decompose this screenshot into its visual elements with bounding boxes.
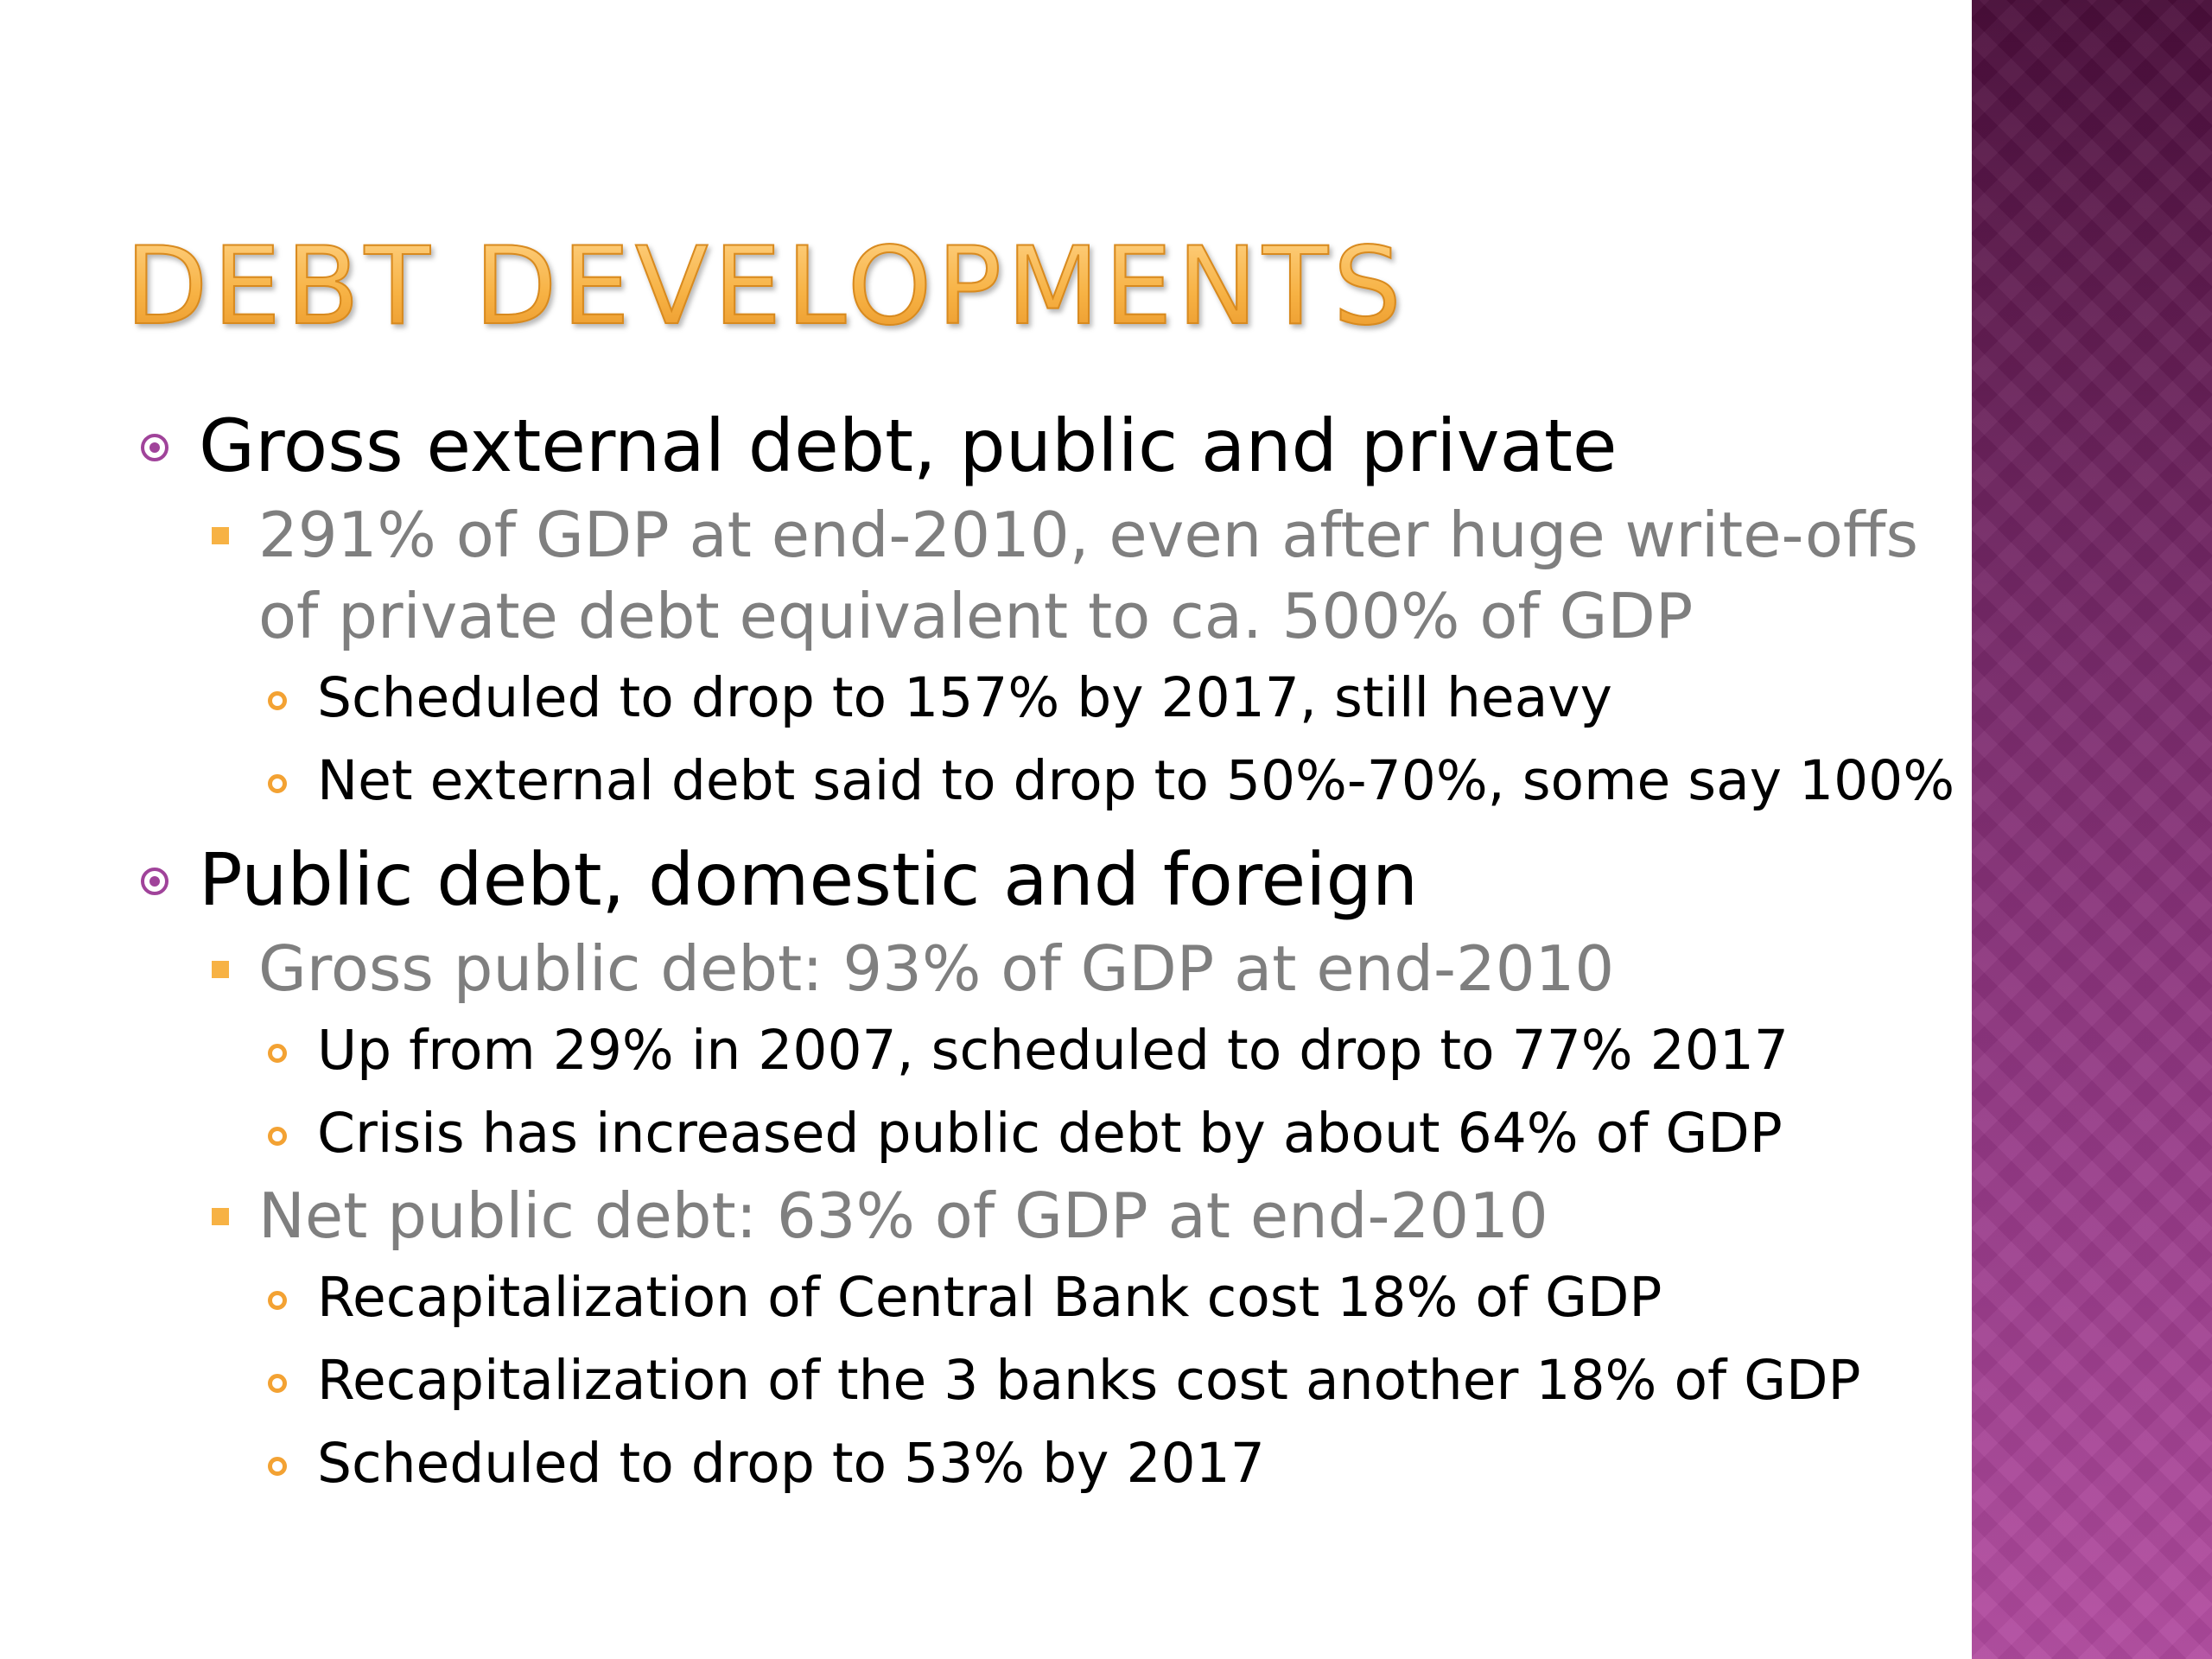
sub-bullet-text: Gross public debt: 93% of GDP at end-201… <box>258 932 1615 1005</box>
sub-sub-bullet-text: Net external debt said to drop to 50%-70… <box>317 749 1955 812</box>
sub-sub-bullet-text: Recapitalization of the 3 banks cost ano… <box>317 1349 1861 1412</box>
sub-sub-bullet: Net external debt said to drop to 50%-70… <box>134 740 1957 823</box>
ring-bullet-icon <box>268 691 287 710</box>
bullet-gross-external-debt: Gross external debt, public and private <box>134 397 1957 494</box>
decorative-side-band <box>1972 0 2212 1659</box>
square-bullet-icon <box>212 1208 229 1225</box>
sub-sub-bullet-text: Crisis has increased public debt by abou… <box>317 1102 1783 1165</box>
sub-sub-bullet: Recapitalization of the 3 banks cost ano… <box>134 1339 1957 1422</box>
circle-dot-bullet-icon <box>141 868 168 895</box>
ring-bullet-icon <box>268 1291 287 1310</box>
ring-bullet-icon <box>268 1044 287 1063</box>
sub-bullet-text: Net public debt: 63% of GDP at end-2010 <box>258 1179 1548 1252</box>
sub-bullet-gross-public-debt: Gross public debt: 93% of GDP at end-201… <box>134 928 1957 1009</box>
sub-sub-bullet: Recapitalization of Central Bank cost 18… <box>134 1256 1957 1339</box>
sub-sub-bullet-text: Recapitalization of Central Bank cost 18… <box>317 1266 1662 1329</box>
sub-bullet-external-debt-level: 291% of GDP at end-2010, even after huge… <box>134 494 1978 657</box>
square-bullet-icon <box>212 961 229 978</box>
slide-title: Debt Developments <box>124 223 1407 352</box>
ring-bullet-icon <box>268 774 287 793</box>
sub-sub-bullet-text: Scheduled to drop to 157% by 2017, still… <box>317 666 1612 729</box>
sub-bullet-text: 291% of GDP at end-2010, even after huge… <box>258 499 1919 652</box>
ring-bullet-icon <box>268 1127 287 1146</box>
slide-body: Gross external debt, public and private … <box>134 397 1957 1505</box>
sub-sub-bullet: Crisis has increased public debt by abou… <box>134 1092 1957 1175</box>
sub-sub-bullet: Scheduled to drop to 157% by 2017, still… <box>134 657 1957 740</box>
circle-dot-bullet-icon <box>141 434 168 461</box>
sub-sub-bullet-text: Scheduled to drop to 53% by 2017 <box>317 1432 1265 1495</box>
bullet-text: Gross external debt, public and private <box>199 404 1618 488</box>
sub-sub-bullet-text: Up from 29% in 2007, scheduled to drop t… <box>317 1019 1789 1082</box>
bullet-text: Public debt, domestic and foreign <box>199 837 1419 922</box>
ring-bullet-icon <box>268 1457 287 1476</box>
bullet-public-debt: Public debt, domestic and foreign <box>134 831 1957 928</box>
ring-bullet-icon <box>268 1374 287 1393</box>
sub-bullet-net-public-debt: Net public debt: 63% of GDP at end-2010 <box>134 1175 1957 1256</box>
sub-sub-bullet: Scheduled to drop to 53% by 2017 <box>134 1422 1957 1505</box>
sub-sub-bullet: Up from 29% in 2007, scheduled to drop t… <box>134 1009 1957 1092</box>
square-bullet-icon <box>212 527 229 544</box>
